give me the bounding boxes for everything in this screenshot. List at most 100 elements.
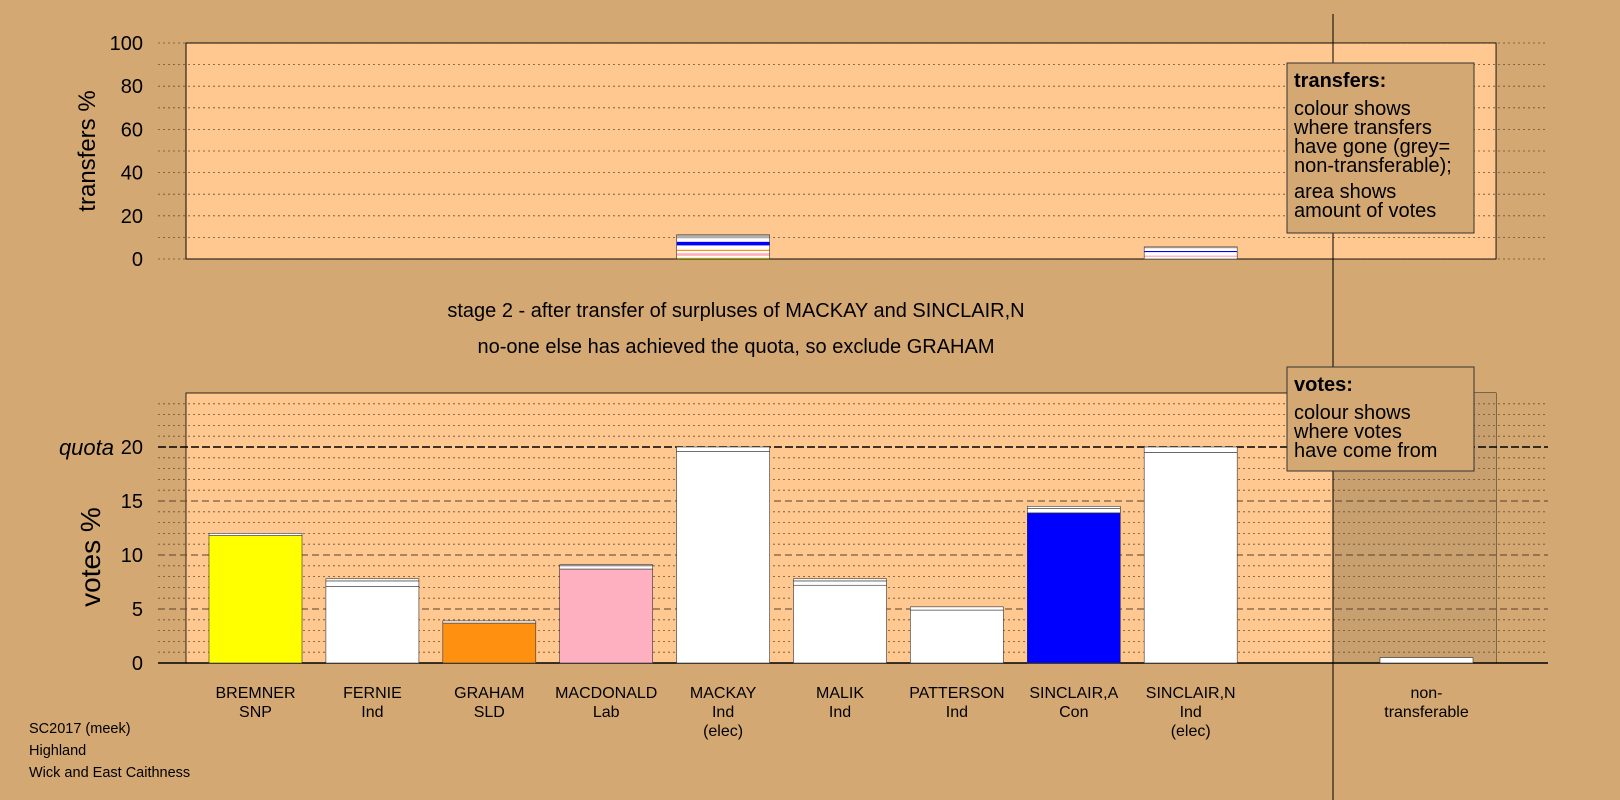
candidate-name: SINCLAIR,N — [1146, 685, 1236, 702]
transfer-segment — [1144, 252, 1238, 256]
received-transfer-segment — [442, 620, 537, 624]
transfers-legend-text: non-transferable); — [1294, 155, 1452, 177]
candidate-column: SINCLAIR,A Con — [1027, 506, 1121, 721]
transfer-segment — [1144, 251, 1238, 253]
candidate-name: GRAHAM — [454, 685, 524, 702]
candidate-column: SINCLAIR,N Ind (elec) — [1143, 446, 1238, 740]
candidate-column: MACDONALD Lab — [555, 564, 657, 721]
transfer-segment — [1144, 248, 1238, 252]
received-transfer-segment — [325, 580, 420, 587]
transfers-legend-box — [1286, 62, 1475, 234]
nontransferable-bar — [1379, 657, 1474, 664]
transfers-ytick-label: 100 — [110, 33, 143, 55]
transfers-legend-text: area shows — [1294, 181, 1396, 203]
candidate-name: SINCLAIR,A — [1029, 685, 1118, 702]
received-transfer-segment — [559, 565, 654, 570]
received-transfer-segment — [910, 606, 1004, 611]
transfers-ytick-label: 20 — [121, 206, 143, 228]
candidate-bar — [910, 609, 1004, 664]
transfer-segment — [676, 234, 770, 239]
council-label: Highland — [29, 743, 87, 759]
received-transfer-segment — [559, 564, 654, 567]
votes-ytick-label: 5 — [132, 599, 143, 621]
candidate-party: SNP — [239, 704, 272, 721]
transfer-segment — [676, 257, 770, 259]
candidate-bar — [676, 451, 770, 664]
transfer-segment — [676, 253, 770, 256]
candidate-column: FERNIE Ind — [325, 578, 420, 721]
received-transfer-segment — [1027, 508, 1121, 514]
nontransferable-label: transferable — [1384, 704, 1469, 721]
received-transfer-segment — [208, 533, 303, 536]
candidate-name: MALIK — [816, 685, 864, 702]
transfers-legend-text: amount of votes — [1294, 200, 1436, 222]
received-transfer-segment — [793, 580, 887, 586]
votes-legend-text: have come from — [1294, 440, 1437, 462]
transfers-ylabel: transfers % — [74, 90, 101, 211]
candidate-status: (elec) — [1171, 723, 1211, 740]
transfer-segment — [676, 238, 770, 242]
candidate-bar — [325, 586, 420, 664]
candidate-party: Ind — [946, 704, 968, 721]
transfer-stack-outline — [676, 234, 770, 260]
ward-label: Wick and East Caithness — [29, 765, 191, 781]
votes-ytick-label: 15 — [121, 491, 143, 513]
votes-legend-text: colour shows — [1294, 402, 1411, 424]
votes-ytick-label: 20 — [121, 437, 143, 459]
candidate-bar — [1027, 512, 1121, 664]
candidate-party: Ind — [712, 704, 734, 721]
stage-action: no-one else has achieved the quota, so e… — [477, 336, 995, 358]
transfers-ytick-label: 60 — [121, 119, 143, 141]
candidate-party: Lab — [593, 704, 620, 721]
candidate-bar — [793, 584, 887, 664]
transfers-legend-text: have gone (grey= — [1294, 136, 1450, 158]
candidate-party: Ind — [829, 704, 851, 721]
received-transfer-segment — [676, 446, 770, 452]
candidate-bar — [1143, 452, 1238, 664]
transfer-segment — [1144, 256, 1238, 259]
candidate-status: (elec) — [703, 723, 743, 740]
transfer-segment — [1144, 255, 1238, 257]
election-label: SC2017 (meek) — [29, 721, 131, 737]
transfers-legend-text: colour shows — [1294, 98, 1411, 120]
transfer-segment — [1144, 246, 1238, 249]
transfers-ytick-label: 0 — [132, 249, 143, 271]
candidate-name: PATTERSON — [909, 685, 1004, 702]
transfers-ytick-label: 80 — [121, 76, 143, 98]
candidate-bar — [208, 535, 303, 664]
candidate-name: MACKAY — [690, 685, 757, 702]
nontransferable-label: non- — [1410, 685, 1442, 702]
candidate-name: MACDONALD — [555, 685, 657, 702]
votes-ylabel: votes % — [75, 507, 106, 607]
transfers-plot-frame — [185, 42, 1497, 260]
candidate-party: Con — [1059, 704, 1088, 721]
transfer-segment — [676, 249, 770, 252]
received-transfer-segment — [325, 578, 420, 582]
received-transfer-segment — [793, 578, 887, 582]
candidate-name: FERNIE — [343, 685, 402, 702]
transfer-segment — [676, 255, 770, 258]
transfer-segment — [676, 245, 770, 250]
votes-legend-text: where votes — [1293, 421, 1402, 443]
candidate-column: BREMNER SNP — [208, 533, 303, 721]
candidate-column: MACKAY Ind (elec) — [676, 446, 770, 740]
candidate-party: Ind — [1180, 704, 1202, 721]
votes-legend-box — [1286, 366, 1475, 472]
candidate-party: SLD — [474, 704, 505, 721]
transfer-segment — [676, 241, 770, 246]
candidate-bar — [442, 622, 537, 664]
candidate-column: GRAHAM SLD — [442, 620, 537, 721]
received-transfer-segment — [1143, 446, 1238, 453]
transfers-legend-title: transfers: — [1294, 70, 1386, 92]
candidate-name: BREMNER — [215, 685, 295, 702]
candidate-party: Ind — [361, 704, 383, 721]
candidate-bar — [559, 568, 654, 664]
transfers-legend-text: where transfers — [1293, 117, 1432, 139]
received-transfer-segment — [1027, 506, 1121, 509]
transfers-ytick-label: 40 — [121, 163, 143, 185]
votes-ytick-label: 0 — [132, 653, 143, 675]
stage-description: stage 2 - after transfer of surpluses of… — [447, 300, 1025, 322]
